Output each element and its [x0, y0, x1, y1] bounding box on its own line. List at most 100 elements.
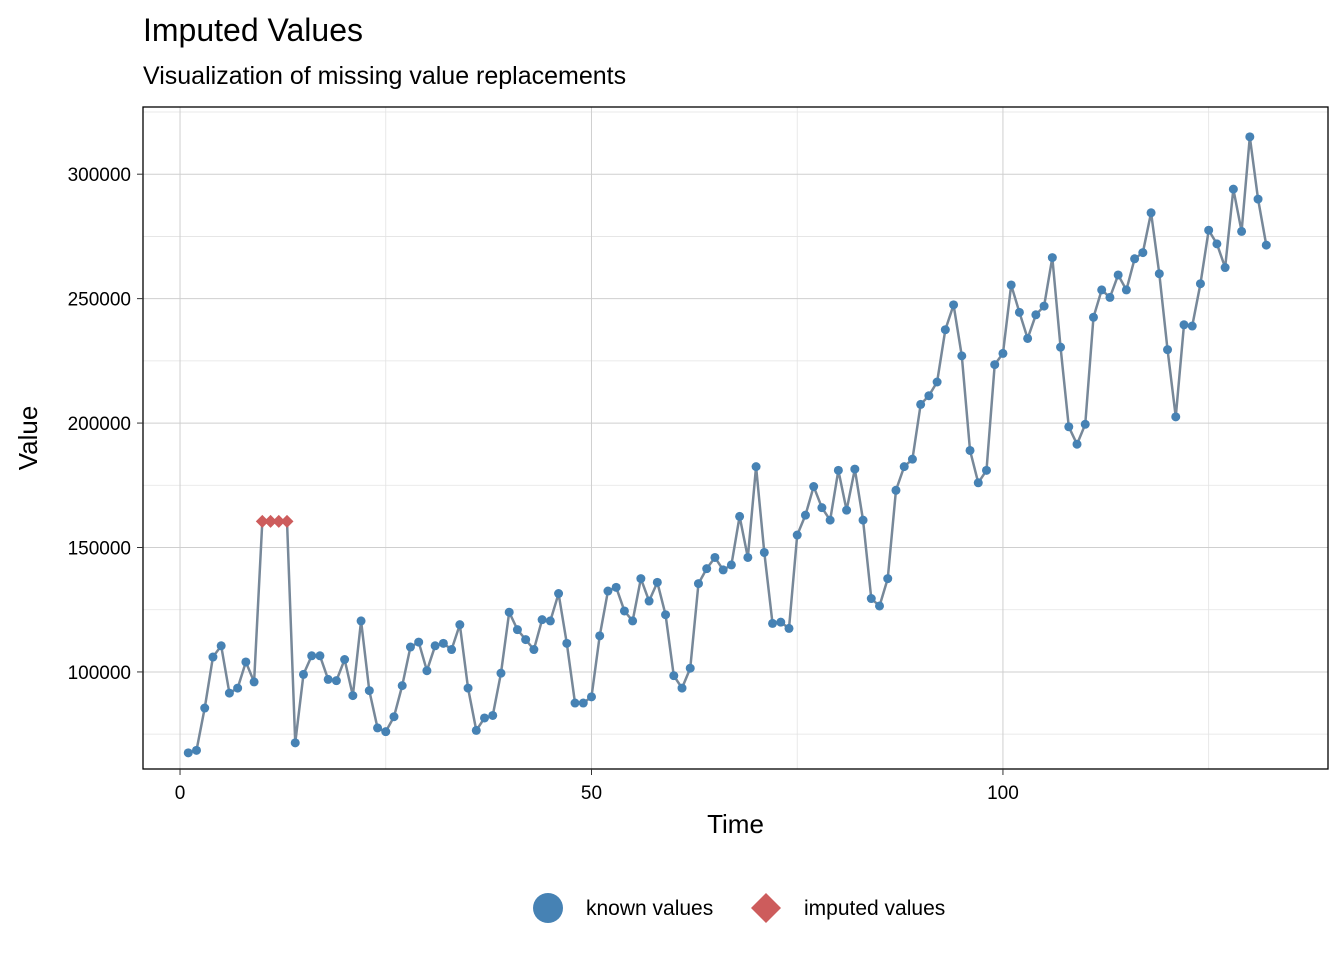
known-point — [619, 606, 629, 616]
known-point — [710, 552, 720, 562]
known-point — [702, 564, 712, 574]
known-point — [512, 625, 522, 635]
known-point — [537, 615, 547, 625]
known-point — [233, 683, 243, 693]
known-point — [1138, 248, 1148, 258]
known-point — [932, 377, 942, 387]
known-point — [389, 712, 399, 722]
known-point — [496, 668, 506, 678]
legend-imputed-label: imputed values — [804, 897, 945, 920]
known-point — [1056, 342, 1066, 352]
known-point — [636, 574, 646, 584]
data-points — [183, 132, 1271, 758]
imputed-point — [264, 514, 278, 528]
known-point — [940, 325, 950, 335]
known-point — [307, 651, 317, 661]
known-point — [430, 641, 440, 651]
known-point — [373, 723, 383, 733]
known-point — [348, 691, 358, 701]
series-line — [187, 135, 1268, 755]
known-point — [883, 574, 893, 584]
known-point — [611, 582, 621, 592]
known-point — [488, 710, 498, 720]
known-point — [471, 725, 481, 735]
known-point — [1253, 194, 1263, 204]
x-tick-label: 50 — [581, 783, 602, 804]
known-point — [768, 618, 778, 628]
known-point — [356, 616, 366, 626]
known-point — [1047, 253, 1057, 263]
known-point — [397, 681, 407, 691]
known-point — [973, 478, 983, 488]
y-tick-label: 200000 — [68, 414, 131, 435]
known-point — [463, 683, 473, 693]
chart-subtitle: Visualization of missing value replaceme… — [143, 62, 626, 90]
plot-background — [143, 107, 1328, 769]
known-point — [965, 445, 975, 455]
known-point — [323, 674, 333, 684]
x-tick-label: 0 — [175, 783, 186, 804]
known-point — [800, 510, 810, 520]
known-point — [1113, 270, 1123, 280]
known-point — [916, 399, 926, 409]
known-point — [1031, 310, 1041, 320]
known-point — [858, 515, 868, 525]
known-point — [998, 348, 1008, 358]
known-point — [776, 617, 786, 627]
known-point — [595, 631, 605, 641]
y-tick-label: 250000 — [68, 290, 131, 311]
known-point — [504, 607, 514, 617]
known-point — [183, 748, 193, 758]
known-point — [1130, 254, 1140, 264]
known-point — [833, 465, 843, 475]
known-point — [957, 351, 967, 361]
known-point — [718, 565, 728, 575]
known-point — [669, 671, 679, 681]
known-point — [200, 703, 210, 713]
known-point — [1245, 132, 1255, 142]
known-point — [529, 645, 539, 655]
known-point — [907, 454, 917, 464]
chart-header: Imputed Values Visualization of missing … — [143, 12, 626, 90]
plot-border — [142, 106, 1329, 770]
known-point — [685, 663, 695, 673]
known-point — [949, 300, 959, 310]
legend-imputed-marker — [751, 893, 781, 923]
known-point — [628, 616, 638, 626]
known-point — [726, 560, 736, 570]
legend: known values imputed values — [533, 893, 945, 923]
known-point — [784, 623, 794, 633]
known-point — [570, 698, 580, 708]
known-point — [290, 738, 300, 748]
known-point — [298, 669, 308, 679]
known-point — [1187, 321, 1197, 331]
known-point — [562, 638, 572, 648]
known-point — [677, 683, 687, 693]
known-point — [422, 666, 432, 676]
known-point — [521, 635, 531, 645]
known-point — [1097, 285, 1107, 295]
known-point — [661, 610, 671, 620]
known-point — [480, 713, 490, 723]
known-point — [1179, 320, 1189, 330]
known-point — [340, 654, 350, 664]
known-point — [1146, 208, 1156, 218]
known-point — [1195, 279, 1205, 289]
known-point — [381, 727, 391, 737]
known-point — [891, 485, 901, 495]
known-point — [1204, 225, 1214, 235]
known-point — [414, 637, 424, 647]
known-point — [1220, 263, 1230, 273]
known-point — [1088, 312, 1098, 322]
known-point — [1039, 301, 1049, 311]
known-point — [545, 616, 555, 626]
legend-known-marker — [533, 893, 563, 923]
known-point — [455, 620, 465, 630]
known-point — [693, 579, 703, 589]
known-point — [644, 596, 654, 606]
imputed-point — [280, 514, 294, 528]
known-point — [249, 677, 259, 687]
known-point — [1064, 422, 1074, 432]
known-point — [981, 465, 991, 475]
known-point — [652, 577, 662, 587]
